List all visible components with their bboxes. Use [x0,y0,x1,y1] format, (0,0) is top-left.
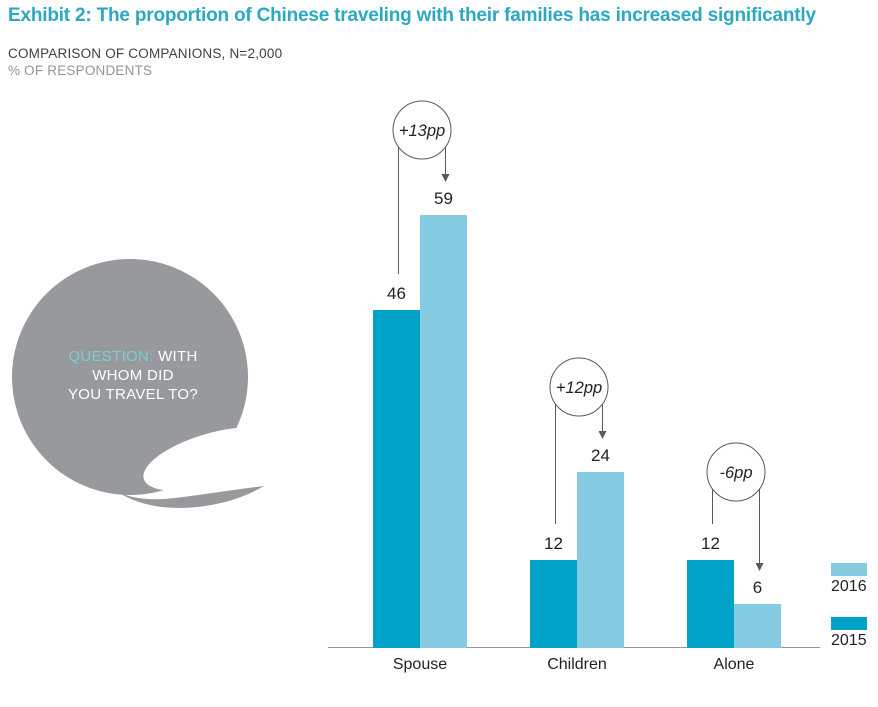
legend-swatch-2016 [831,563,867,576]
speech-bubble-icon [12,259,270,508]
question-line-2: WHOM DID [92,367,174,384]
bar-children-2015 [530,560,577,648]
category-label-children: Children [547,656,607,673]
category-label-alone: Alone [713,656,755,673]
annotation-arrowhead-children [598,431,607,439]
bar-children-2016 [577,472,624,648]
annotation-arrowhead-alone [755,563,764,571]
value-label-spouse-2016: 59 [434,189,453,208]
chart-legend: 2016 2015 [831,563,867,650]
value-label-children-2015: 12 [544,534,563,553]
question-line-3: YOU TRAVEL TO? [67,386,199,403]
question-text: QUESTION: WITH WHOM DID YOU TRAVEL TO? [48,347,218,404]
question-prefix: QUESTION: [68,348,154,365]
annotation-label-children: +12pp [556,379,602,397]
legend-label-2016: 2016 [831,578,867,595]
annotation-circle-spouse [392,100,452,160]
value-label-alone-2016: 6 [752,578,763,597]
annotation-arrowhead-spouse [441,174,450,182]
bar-alone-2016 [734,604,781,648]
chart-subtitle: COMPARISON OF COMPANIONS, N=2,000 [8,46,283,61]
legend-item-2015: 2015 [831,617,867,650]
bar-alone-2015 [687,560,734,648]
question-line-1-rest: WITH [153,348,198,365]
annotation-circle-alone [706,442,766,502]
question-line-1: QUESTION: WITH [48,347,218,366]
category-label-spouse: Spouse [392,656,448,673]
value-label-spouse-2015: 46 [387,284,406,303]
annotation-label-alone: -6pp [719,464,752,482]
legend-label-2015: 2015 [831,632,867,649]
legend-swatch-2015 [831,617,867,630]
bar-spouse-2016 [420,215,467,648]
chart-unit-label: % OF RESPONDENTS [8,63,153,78]
value-label-children-2016: 24 [591,446,610,465]
bar-spouse-2015 [373,310,420,648]
exhibit-title: Exhibit 2: The proportion of Chinese tra… [8,5,816,26]
value-label-alone-2015: 12 [701,534,720,553]
annotation-label-spouse: +13pp [399,122,445,140]
legend-item-2016: 2016 [831,563,867,596]
annotation-circle-children [549,357,609,417]
